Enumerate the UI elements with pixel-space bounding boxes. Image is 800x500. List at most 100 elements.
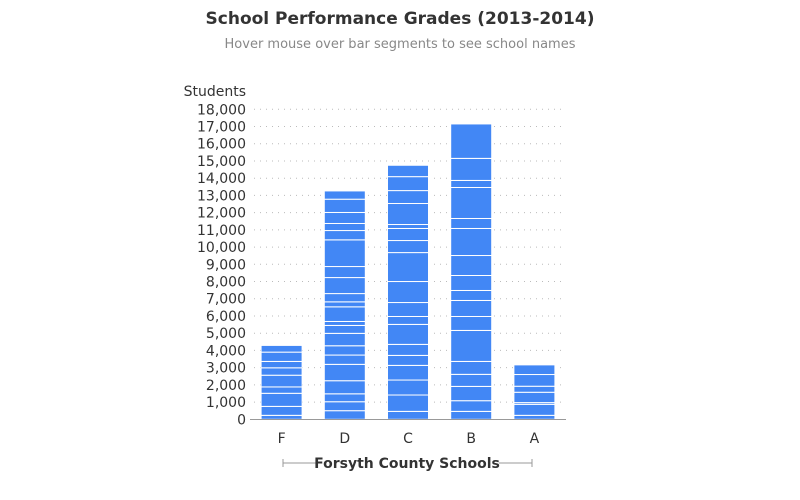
y-tick-label: 7,000 <box>206 292 246 308</box>
bar-segment[interactable] <box>323 239 366 268</box>
bar-segment[interactable] <box>323 363 366 382</box>
bar-segment[interactable] <box>450 227 493 257</box>
bar-segment[interactable] <box>323 345 366 356</box>
bar-segment[interactable] <box>323 380 366 395</box>
x-axis-label: Forsyth County Schools <box>314 456 500 472</box>
bar-segment[interactable] <box>387 394 429 412</box>
bar-segment[interactable] <box>323 190 366 200</box>
bar-segment[interactable] <box>387 364 429 381</box>
bar-segment[interactable] <box>260 392 303 407</box>
bar-segment[interactable] <box>387 176 429 192</box>
bar-segment[interactable] <box>260 414 303 420</box>
bar-segment[interactable] <box>450 289 493 301</box>
bar-segment[interactable] <box>450 157 493 181</box>
bar-segment[interactable] <box>260 344 303 353</box>
bar-segment[interactable] <box>513 391 556 404</box>
bar-segment[interactable] <box>323 354 366 365</box>
y-tick-label: 13,000 <box>197 188 246 204</box>
bar-A <box>513 364 556 420</box>
bar-D <box>323 190 366 420</box>
bar-segment[interactable] <box>387 252 429 283</box>
bar-segment[interactable] <box>450 373 493 387</box>
bar-segment[interactable] <box>323 211 366 224</box>
bar-segment[interactable] <box>323 230 366 241</box>
bar-segment[interactable] <box>450 360 493 375</box>
bar-segment[interactable] <box>387 323 429 345</box>
bar-segment[interactable] <box>450 299 493 317</box>
bar-segment[interactable] <box>260 374 303 388</box>
y-axis-label: Students <box>184 84 246 100</box>
y-tick-label: 12,000 <box>197 206 246 222</box>
bar-segment[interactable] <box>323 277 366 295</box>
y-tick-label: 16,000 <box>197 137 246 153</box>
bar-segment[interactable] <box>513 364 556 376</box>
bar-segment[interactable] <box>260 360 303 369</box>
bar-segment[interactable] <box>387 354 429 366</box>
bar-segment[interactable] <box>260 405 303 416</box>
bar-segment[interactable] <box>323 306 366 322</box>
bar-segment[interactable] <box>323 332 366 347</box>
bar-segment[interactable] <box>323 324 366 334</box>
y-tick-label: 11,000 <box>197 223 246 239</box>
y-tick-label: 3,000 <box>206 361 246 377</box>
bar-segment[interactable] <box>450 410 493 420</box>
bar-segment[interactable] <box>387 281 429 304</box>
y-tick-label: 5,000 <box>206 326 246 342</box>
bar-C <box>387 164 429 420</box>
chart-title: School Performance Grades (2013-2014) <box>205 9 595 29</box>
bar-segment[interactable] <box>450 179 493 188</box>
bar-segment[interactable] <box>323 393 366 403</box>
bar-segment[interactable] <box>260 367 303 376</box>
bar-segment[interactable] <box>450 385 493 402</box>
bar-segment[interactable] <box>387 203 429 226</box>
bar-segment[interactable] <box>260 386 303 394</box>
y-tick-label: 6,000 <box>206 309 246 325</box>
bar-segment[interactable] <box>513 414 556 420</box>
bar-segment[interactable] <box>387 315 429 325</box>
y-tick-label: 0 <box>237 412 246 428</box>
y-tick-label: 9,000 <box>206 257 246 273</box>
bar-segment[interactable] <box>387 379 429 396</box>
bar-segment[interactable] <box>323 401 366 412</box>
bar-segment[interactable] <box>513 374 556 387</box>
bar-segment[interactable] <box>387 343 429 356</box>
bar-segment[interactable] <box>513 403 556 416</box>
bar-segment[interactable] <box>450 274 493 291</box>
y-tick-label: 10,000 <box>197 240 246 256</box>
y-tick-label: 14,000 <box>197 171 246 187</box>
y-tick-label: 2,000 <box>206 378 246 394</box>
bar-segment[interactable] <box>387 227 429 242</box>
bar-segment[interactable] <box>387 240 429 254</box>
bar-segment[interactable] <box>323 301 366 308</box>
bar-segment[interactable] <box>387 410 429 420</box>
bar-segment[interactable] <box>387 190 429 205</box>
bar-segment[interactable] <box>450 400 493 412</box>
bar-segment[interactable] <box>323 222 366 232</box>
bar-B <box>450 123 493 420</box>
bar-segment[interactable] <box>450 255 493 276</box>
bar-segment[interactable] <box>323 198 366 213</box>
bar-segment[interactable] <box>450 217 493 229</box>
bar-segment[interactable] <box>450 315 493 331</box>
y-tick-label: 1,000 <box>206 395 246 411</box>
bar-segment[interactable] <box>387 224 429 229</box>
bar-segment[interactable] <box>323 320 366 326</box>
x-tick-label: F <box>278 431 286 447</box>
bar-segment[interactable] <box>323 293 366 303</box>
bar-F <box>260 344 303 420</box>
bar-segment[interactable] <box>450 186 493 219</box>
bar-segment[interactable] <box>323 410 366 420</box>
x-tick-label: B <box>466 431 476 447</box>
y-tick-label: 15,000 <box>197 154 246 170</box>
y-tick-label: 17,000 <box>197 120 246 136</box>
bar-segment[interactable] <box>260 351 303 362</box>
x-axis-legend: Forsyth County Schools <box>282 456 533 472</box>
bar-segment[interactable] <box>387 302 429 317</box>
bar-segment[interactable] <box>387 164 429 178</box>
y-tick-label: 8,000 <box>206 275 246 291</box>
bar-segment[interactable] <box>513 385 556 393</box>
bar-segment[interactable] <box>450 329 493 362</box>
bar-segment[interactable] <box>323 266 366 279</box>
bar-segment[interactable] <box>450 123 493 159</box>
